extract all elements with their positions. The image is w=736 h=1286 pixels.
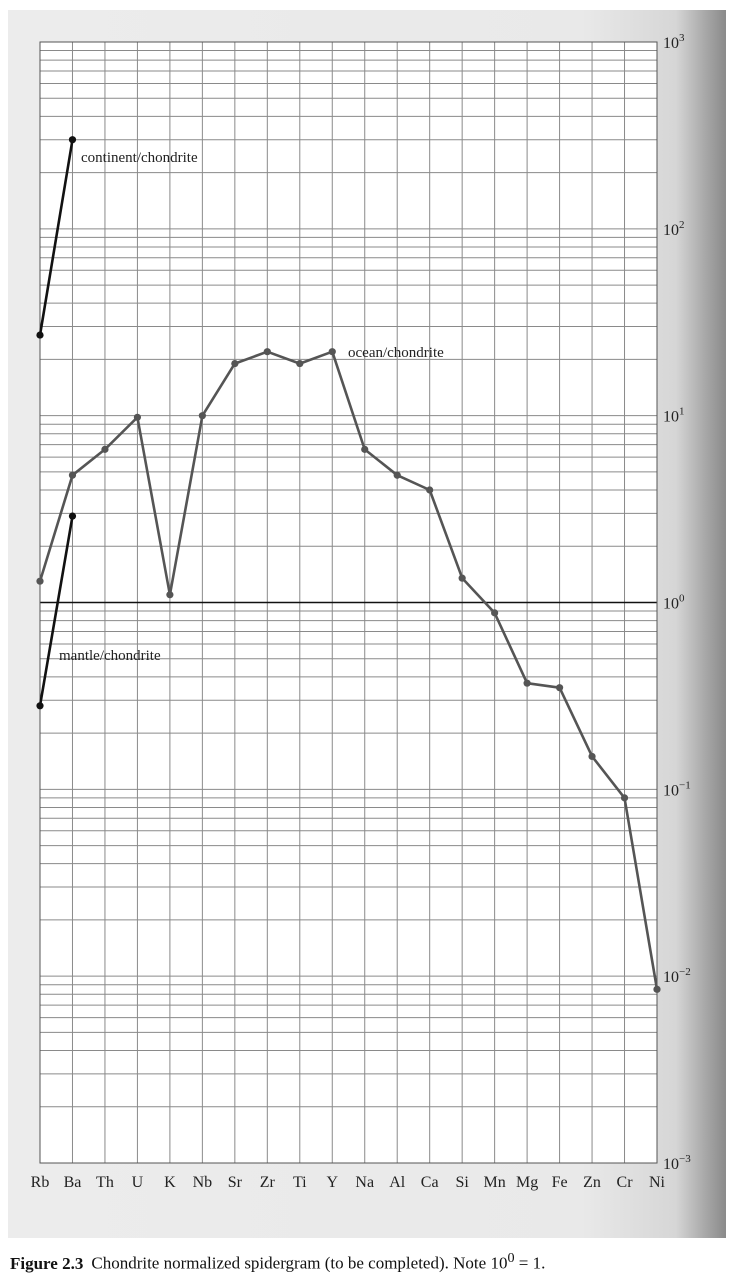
ocean-data-point (555, 684, 564, 692)
x-tick-label: Ca (421, 1174, 439, 1191)
ocean-data-point (133, 413, 142, 421)
x-tick-label: Ni (649, 1174, 666, 1191)
caption-tail: = 1. (514, 1253, 546, 1273)
x-tick-label: Cr (617, 1174, 634, 1191)
ocean-data-point (458, 574, 466, 582)
ocean-data-point (296, 359, 304, 368)
x-tick-label: K (164, 1174, 176, 1191)
ocean-data-point (653, 985, 661, 993)
x-tick-label: Mn (484, 1174, 506, 1191)
figure-caption: Figure 2.3 Chondrite normalized spidergra… (10, 1250, 730, 1274)
y-tick-label: 10−1 (663, 779, 691, 799)
ocean-data-point (588, 752, 596, 761)
ocean-data-point (101, 445, 109, 453)
grid (39, 41, 658, 1164)
y-tick-label: 10−2 (663, 966, 691, 986)
x-tick-label: Rb (31, 1174, 50, 1191)
caption-exponent: 0 (507, 1250, 515, 1266)
y-tick-label: 103 (663, 32, 685, 52)
mantle-data-point (68, 512, 77, 520)
ocean-data-point (491, 609, 499, 617)
y-tick-exponent: −3 (679, 1153, 691, 1165)
ocean-data-point (263, 348, 271, 356)
y-tick-exponent: −2 (679, 966, 691, 978)
x-tick-label: Zn (583, 1174, 601, 1191)
y-tick-exponent: 0 (679, 593, 685, 605)
caption-label: Figure 2.3 (10, 1253, 84, 1273)
y-tick-exponent: 1 (679, 406, 685, 418)
x-tick-label: Zr (260, 1174, 276, 1191)
x-tick-label: Ti (293, 1174, 307, 1191)
x-tick-label: Na (355, 1174, 374, 1191)
x-tick-label: U (132, 1174, 144, 1191)
caption-base: 10 (490, 1253, 508, 1273)
y-tick-label: 101 (663, 406, 685, 426)
caption-text: Chondrite normalized spidergram (to be c… (91, 1253, 491, 1273)
x-tick-label: Th (96, 1174, 114, 1191)
ocean-series-line (38, 350, 659, 990)
ocean-data-point (166, 591, 174, 599)
ocean-data-point (231, 359, 239, 368)
annotation-ocean: ocean/chondrite (348, 345, 444, 361)
ocean-data-point (393, 471, 401, 479)
y-tick-base: 10 (663, 409, 679, 426)
mantle-data-point (36, 702, 44, 710)
y-tick-base: 10 (663, 596, 679, 613)
ocean-data-point (523, 679, 531, 687)
ocean-data-point (198, 412, 206, 420)
x-tick-label: Mg (516, 1174, 538, 1191)
y-tick-exponent: 3 (679, 32, 685, 44)
y-tick-base: 10 (663, 222, 679, 239)
y-tick-base: 10 (663, 35, 679, 52)
annotation-mantle: mantle/chondrite (59, 648, 161, 664)
x-tick-label: Nb (193, 1174, 213, 1191)
x-tick-label: Fe (552, 1174, 568, 1191)
continent-data-point (36, 331, 44, 339)
y-tick-base: 10 (663, 782, 679, 799)
ocean-data-point (36, 577, 44, 585)
y-tick-label: 100 (663, 593, 685, 613)
x-tick-label: Sr (228, 1174, 243, 1191)
ocean-data-point (68, 471, 77, 479)
y-tick-label: 10−3 (663, 1153, 691, 1173)
x-tick-label: Y (326, 1174, 338, 1191)
ocean-data-point (328, 348, 336, 356)
x-tick-label: Ba (64, 1174, 82, 1191)
mantle-series-line (38, 515, 74, 707)
y-tick-base: 10 (663, 1156, 679, 1173)
annotation-continent: continent/chondrite (81, 150, 198, 166)
ocean-data-point (361, 445, 369, 453)
ocean-data-point (620, 794, 629, 802)
y-tick-base: 10 (663, 969, 679, 986)
x-tick-labels: Rb Ba Th U K Nb Sr Zr Ti Y Na Al Ca Si Mn Mg Fe Zn Cr Ni (31, 1174, 666, 1191)
y-tick-label: 102 (663, 219, 685, 239)
continent-data-point (68, 136, 77, 144)
x-tick-label: Al (389, 1174, 406, 1191)
y-tick-exponent: −1 (679, 779, 691, 791)
x-tick-label: Si (455, 1174, 469, 1191)
ocean-data-point (426, 486, 434, 494)
series-group (36, 136, 661, 993)
continent-series-line (38, 139, 74, 336)
y-tick-exponent: 2 (679, 219, 685, 231)
plot-frame (39, 41, 658, 1164)
